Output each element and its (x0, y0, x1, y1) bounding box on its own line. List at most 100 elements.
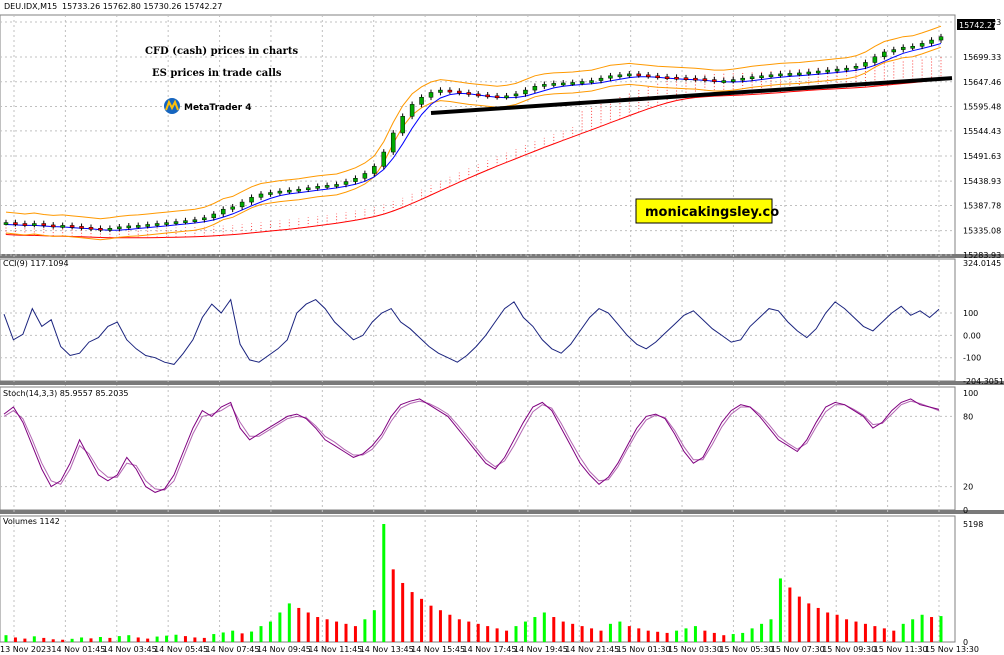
volume-bar-18 (174, 634, 178, 642)
volume-bar-38 (363, 619, 367, 642)
volume-title: Volumes 1142 (3, 517, 60, 526)
candle-body-92 (872, 56, 878, 63)
candle-body-39 (372, 166, 377, 174)
time-label-4: 14 Nov 07:45 (206, 645, 260, 654)
volume-bar-34 (325, 619, 329, 642)
volume-bar-43 (410, 592, 414, 642)
volume-bar-78 (741, 632, 745, 642)
candle-body-28 (268, 192, 273, 195)
price-tick-1: 15699.33 (963, 53, 1001, 62)
current-price-label: 15742.27 (959, 21, 997, 30)
candle-body-2 (22, 223, 28, 226)
candle-body-65 (617, 74, 623, 78)
time-label-15: 15 Nov 07:30 (771, 645, 825, 654)
candle-body-42 (400, 116, 405, 134)
candle-body-79 (749, 76, 755, 80)
stoch-line-0 (3, 398, 940, 493)
candle-body-62 (589, 80, 594, 83)
candle-body-59 (560, 82, 566, 86)
stoch-title: Stoch(14,3,3) 85.9557 85.2035 (3, 389, 129, 398)
price-tick-7: 15387.78 (963, 202, 1001, 211)
volume-bar-56 (533, 617, 537, 642)
cci-tick-3: -100 (963, 354, 981, 363)
volume-bar-1 (13, 637, 17, 642)
volume-bar-32 (306, 612, 310, 642)
volume-bar-53 (505, 630, 509, 642)
candle-body-46 (438, 89, 443, 93)
time-label-5: 14 Nov 09:45 (257, 645, 311, 654)
candle-body-83 (787, 73, 793, 76)
candle-body-94 (891, 49, 897, 53)
cci-panel[interactable] (0, 298, 955, 365)
time-label-10: 14 Nov 19:45 (514, 645, 568, 654)
volume-bar-95 (901, 623, 905, 642)
candle-body-51 (485, 94, 490, 98)
volume-bar-55 (523, 621, 527, 642)
candle-body-12 (117, 226, 122, 230)
candle-body-15 (145, 224, 150, 227)
volume-bar-98 (930, 617, 934, 642)
candle-body-5 (50, 224, 56, 228)
volume-bar-21 (202, 637, 206, 642)
candle-body-85 (806, 71, 812, 75)
time-label-12: 15 Nov 01:30 (617, 645, 671, 654)
volume-bar-87 (826, 612, 830, 642)
volume-bar-13 (127, 635, 131, 642)
volume-bar-12 (117, 636, 121, 642)
candle-body-3 (32, 223, 37, 226)
candle-body-64 (608, 75, 613, 79)
volume-bar-89 (845, 619, 849, 642)
volume-bar-30 (287, 603, 291, 642)
volume-bar-75 (712, 632, 716, 642)
volume-bar-74 (703, 630, 707, 642)
volume-bar-25 (240, 633, 244, 642)
stoch-panel[interactable] (0, 398, 955, 493)
volume-panel[interactable] (4, 524, 943, 642)
time-label-14: 15 Nov 05:30 (719, 645, 773, 654)
stoch-tick-0: 100 (963, 389, 978, 398)
volume-bar-70 (665, 632, 669, 642)
ohlc-readout: 15733.26 15762.80 15730.26 15742.27 (62, 2, 222, 11)
volume-bar-26 (250, 631, 254, 642)
candle-body-0 (3, 222, 9, 225)
volume-bar-66 (627, 626, 631, 642)
volume-bar-35 (335, 621, 339, 642)
volume-bar-73 (693, 626, 697, 642)
volume-bar-22 (212, 634, 216, 642)
volume-bar-49 (467, 621, 471, 642)
volume-bar-36 (344, 623, 348, 642)
candle-body-36 (343, 181, 349, 185)
volume-bar-97 (920, 614, 924, 642)
candle-body-99 (938, 36, 944, 41)
candle-body-35 (334, 184, 339, 187)
volume-bar-62 (590, 628, 594, 642)
candle-body-55 (523, 89, 528, 95)
annotation-es: ES prices in trade calls (152, 68, 282, 79)
volume-bar-47 (448, 614, 452, 642)
annotation-cfd: CFD (cash) prices in charts (145, 46, 299, 57)
price-panel[interactable] (3, 25, 953, 241)
candle-body-23 (220, 208, 226, 215)
candle-body-77 (730, 79, 736, 82)
volume-bar-94 (892, 630, 896, 642)
volume-bar-20 (193, 637, 197, 642)
volume-bar-88 (835, 614, 839, 642)
candle-body-1 (13, 222, 18, 225)
volume-bar-91 (863, 623, 867, 642)
candle-body-98 (929, 39, 934, 44)
candle-body-14 (135, 225, 141, 228)
volume-bar-81 (769, 619, 773, 642)
candle-body-57 (542, 84, 547, 87)
volume-bar-14 (136, 637, 140, 642)
candle-body-72 (683, 77, 689, 80)
volume-bar-50 (476, 623, 480, 642)
candle-body-91 (863, 62, 868, 67)
volume-bar-96 (911, 619, 915, 642)
candle-body-27 (258, 193, 264, 198)
candle-body-86 (815, 70, 821, 74)
time-label-16: 15 Nov 09:30 (822, 645, 876, 654)
volume-bar-58 (552, 617, 556, 642)
lower-band (5, 46, 942, 241)
